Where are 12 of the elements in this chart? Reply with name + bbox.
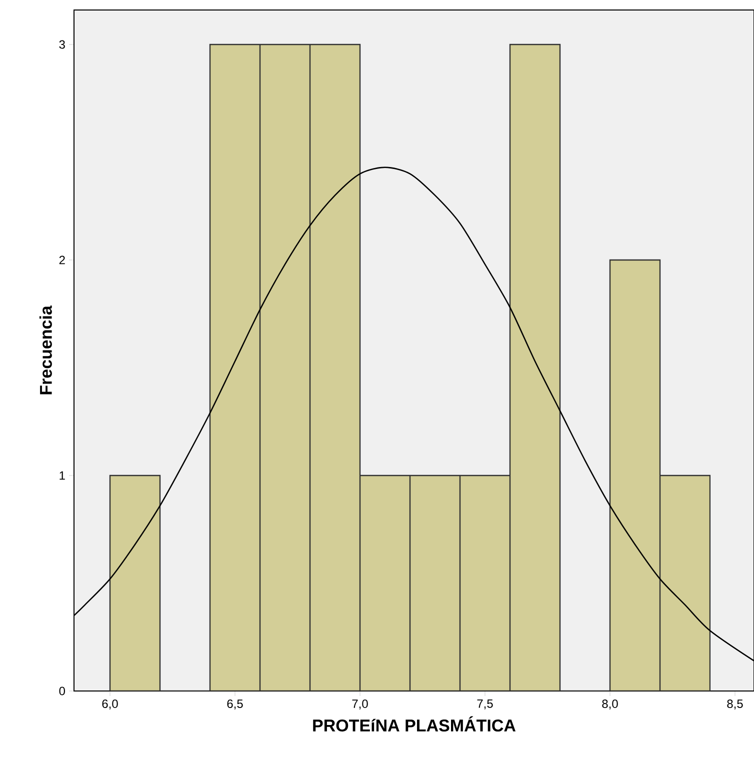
y-tick-label: 1	[60, 471, 65, 480]
x-tick-label: 7,5	[477, 700, 493, 710]
x-tick-label: 7,0	[352, 700, 368, 710]
y-tick-label: 0	[59, 686, 65, 696]
x-axis-title: PROTEíNA PLASMÁTICA	[313, 716, 516, 732]
x-tick-label: 8,0	[602, 700, 618, 710]
x-tick-label: 6,5	[227, 700, 243, 710]
y-axis-title: Frecuencia	[39, 306, 52, 394]
y-tick-label: 3	[59, 40, 65, 49]
y-tick-label: 2	[59, 256, 65, 264]
x-tick-label: 6,0	[102, 700, 118, 710]
x-tick-label: 8,5	[727, 700, 743, 710]
